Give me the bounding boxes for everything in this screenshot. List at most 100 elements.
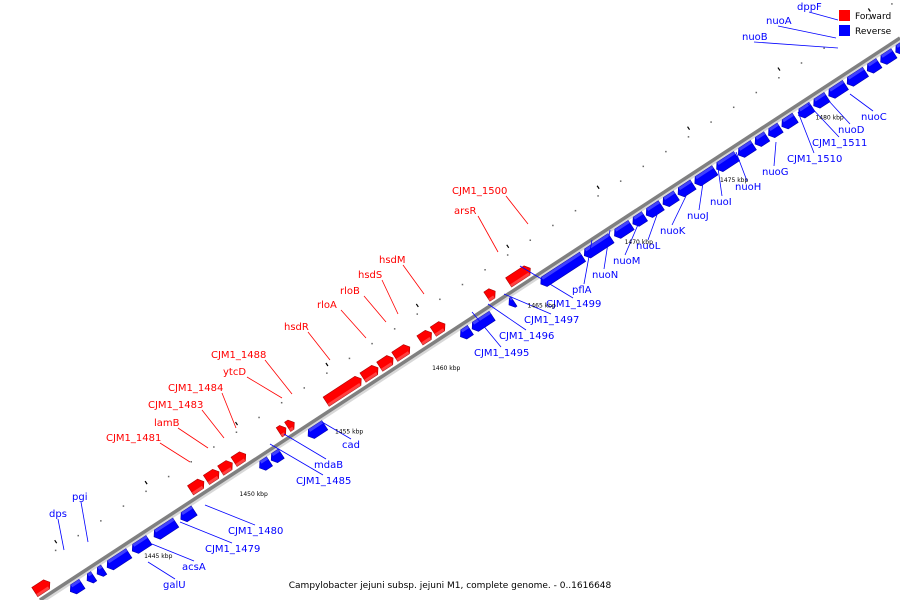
gene-arrow bbox=[460, 325, 474, 340]
label-leader-line bbox=[471, 311, 502, 348]
gene-label-cjm1_1499: CJM1_1499 bbox=[546, 299, 601, 310]
gene-label-nuoa: nuoA bbox=[766, 16, 792, 27]
label-leader-line bbox=[340, 309, 367, 339]
gene-arrow bbox=[131, 535, 153, 554]
gene-label-nuoh: nuoH bbox=[735, 182, 761, 193]
gene-arrow bbox=[187, 478, 205, 496]
gene-arrow-highlight bbox=[191, 485, 204, 495]
gene-arrow-highlight bbox=[509, 272, 531, 288]
tick-mark bbox=[867, 8, 871, 12]
tick-dot bbox=[280, 401, 283, 404]
label-leader-line bbox=[777, 25, 837, 39]
gene-arrow bbox=[880, 48, 898, 65]
gene-arrow-highlight bbox=[509, 297, 513, 301]
gene-arrow-highlight bbox=[541, 252, 582, 280]
kbp-label: 1460 kbp bbox=[432, 365, 460, 372]
gene-label-acsa: acsA bbox=[182, 562, 206, 573]
gene-label-hsdr: hsdR bbox=[284, 322, 309, 333]
label-leader-line bbox=[717, 167, 723, 197]
label-leader-line bbox=[151, 543, 195, 562]
gene-label-pgi: pgi bbox=[72, 492, 87, 503]
gene-arrow bbox=[284, 419, 295, 432]
gene-label-dppf: dppF bbox=[797, 2, 822, 13]
gene-label-rlob: rloB bbox=[340, 286, 360, 297]
gene-label-nuol: nuoL bbox=[636, 241, 661, 252]
label-leader-line bbox=[503, 293, 552, 315]
gene-label-nuoi: nuoI bbox=[710, 197, 732, 208]
tick-dot bbox=[619, 180, 622, 182]
gene-arrow-highlight bbox=[646, 200, 660, 211]
label-leader-line bbox=[147, 561, 176, 580]
gene-arrow-highlight bbox=[70, 579, 81, 588]
tick-dot bbox=[642, 165, 645, 168]
tick-mark bbox=[596, 185, 600, 190]
genome-backbone bbox=[38, 36, 900, 600]
tick-dot bbox=[100, 520, 102, 522]
label-leader-lines bbox=[57, 11, 874, 580]
gene-label-cad: cad bbox=[342, 440, 360, 451]
tick-mark bbox=[144, 480, 148, 485]
label-leader-line bbox=[797, 111, 815, 154]
gene-arrow-highlight bbox=[798, 102, 811, 112]
gene-arrow-highlight bbox=[327, 382, 361, 407]
gene-arrow bbox=[416, 330, 432, 346]
gene-arrow-highlight bbox=[87, 571, 93, 577]
gene-arrow bbox=[716, 151, 741, 172]
gene-arrow bbox=[217, 460, 233, 476]
kbp-label: 1455 kbp bbox=[335, 429, 363, 436]
tick-dot bbox=[687, 136, 690, 138]
gene-label-cjm1_1511: CJM1_1511 bbox=[812, 138, 867, 149]
gene-arrow bbox=[471, 310, 496, 332]
label-leader-line bbox=[603, 229, 611, 270]
tick-dot bbox=[371, 342, 373, 345]
gene-arrow-highlight bbox=[829, 80, 845, 92]
legend: Forward Reverse bbox=[839, 10, 892, 37]
gene-arrow bbox=[483, 288, 496, 302]
tick-dot bbox=[755, 91, 758, 94]
gene-arrow-highlight bbox=[434, 328, 445, 337]
gene-label-cjm1_1484: CJM1_1484 bbox=[168, 383, 223, 394]
label-leader-line bbox=[204, 504, 256, 526]
label-leader-line bbox=[647, 211, 659, 241]
gene-label-nuok: nuoK bbox=[660, 226, 686, 237]
tick-dot bbox=[348, 357, 351, 360]
label-leader-line bbox=[177, 427, 209, 449]
gene-arrow bbox=[31, 579, 51, 598]
label-leader-line bbox=[283, 433, 327, 460]
gene-label-cjm1_1483: CJM1_1483 bbox=[148, 400, 203, 411]
kbp-scale-labels: 1445 kbp 1450 kbp 1455 kbp 1460 kbp 1465 kbp… bbox=[144, 115, 844, 561]
gene-label-nuod: nuoD bbox=[838, 125, 865, 136]
gene-arrow bbox=[614, 220, 635, 239]
gene-arrow-highlight bbox=[614, 220, 630, 232]
gene-arrow-highlight bbox=[288, 426, 294, 432]
gene-label-nuoj: nuoJ bbox=[687, 211, 709, 222]
tick-dot bbox=[167, 475, 170, 478]
label-leader-line bbox=[80, 501, 89, 543]
label-leader-line bbox=[477, 215, 499, 253]
gene-label-mdab: mdaB bbox=[314, 460, 343, 471]
gene-arrow bbox=[828, 79, 849, 99]
gene-arrow bbox=[106, 548, 133, 571]
tick-dot bbox=[54, 549, 57, 552]
gene-arrow bbox=[429, 321, 446, 337]
gene-arrow-highlight bbox=[472, 311, 491, 325]
gene-label-cjm1_1496: CJM1_1496 bbox=[499, 331, 554, 342]
gene-label-nuoc: nuoC bbox=[861, 112, 887, 123]
tick-mark bbox=[777, 67, 781, 71]
tick-dot bbox=[710, 121, 712, 123]
gene-arrow-highlight bbox=[678, 179, 692, 191]
label-leader-line bbox=[505, 195, 529, 225]
gene-arrow bbox=[322, 375, 362, 407]
gene-label-cjm1_1510: CJM1_1510 bbox=[787, 154, 842, 165]
tick-mark bbox=[54, 539, 58, 544]
gene-arrow bbox=[69, 578, 86, 595]
gene-arrow bbox=[202, 468, 220, 485]
gene-label-hsds: hsdS bbox=[358, 270, 382, 281]
gene-arrow-highlight bbox=[154, 518, 175, 533]
tick-mark bbox=[325, 362, 329, 367]
label-leader-line bbox=[264, 359, 293, 395]
gene-arrow-highlight bbox=[768, 123, 779, 132]
gene-label-arsr: arsR bbox=[454, 206, 476, 217]
tick-dot bbox=[778, 77, 780, 79]
